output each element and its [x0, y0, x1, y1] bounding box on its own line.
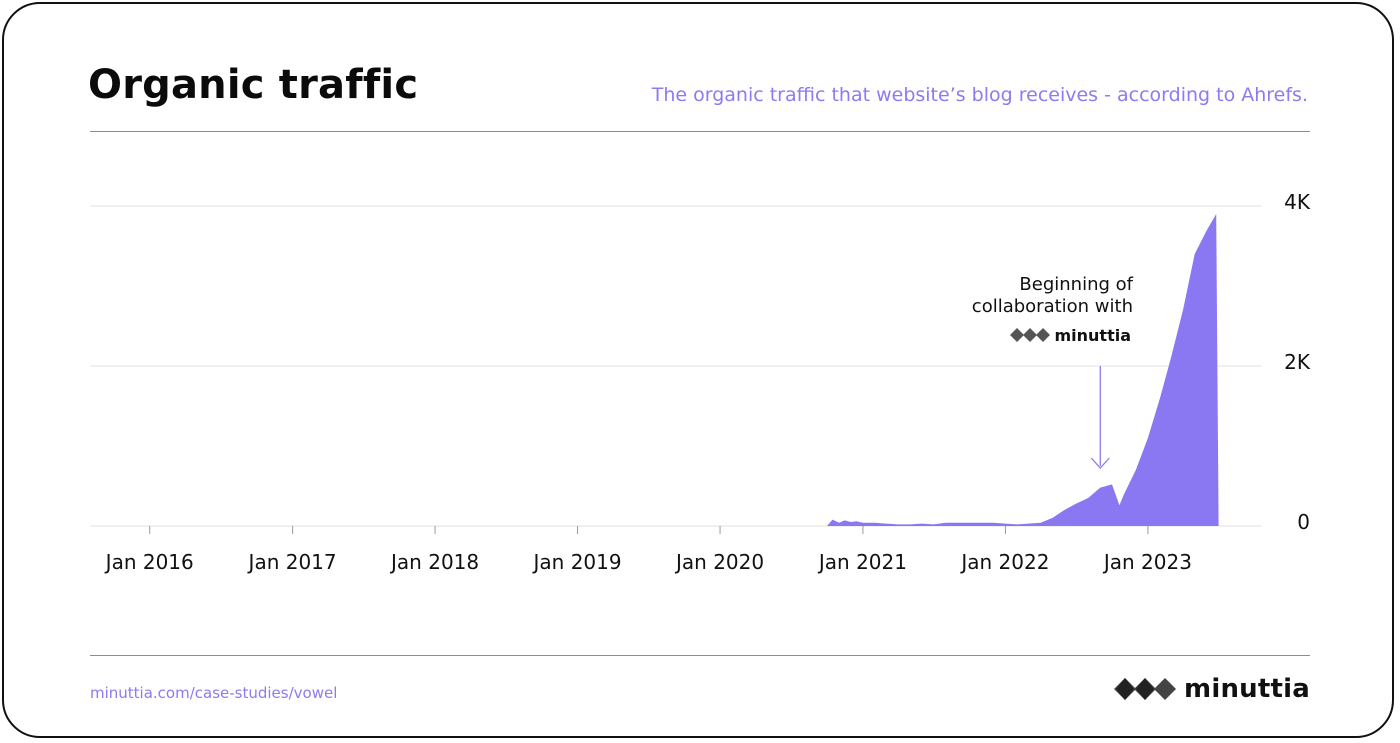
x-axis-ticks: Jan 2016 Jan 2017 Jan 2018 Jan 2019 Jan 2020…	[104, 526, 1192, 574]
footer-divider	[90, 655, 1310, 656]
annotation-line-2: collaboration with	[972, 296, 1133, 317]
series-area-0	[827, 214, 1219, 526]
x-tick-label-3: Jan 2019	[532, 550, 622, 574]
y-tick-label-0: 0	[1297, 510, 1310, 534]
footer-url-link[interactable]: minuttia.com/case-studies/vowel	[90, 684, 337, 702]
x-tick-label-2: Jan 2018	[389, 550, 479, 574]
x-tick-label-0: Jan 2016	[104, 550, 194, 574]
annotation-logo-icon	[1010, 328, 1050, 342]
y-tick-label-2: 4K	[1284, 190, 1311, 214]
x-tick-label-4: Jan 2020	[674, 550, 764, 574]
chart-area-series	[827, 214, 1219, 526]
annotation-line-1: Beginning of	[1019, 274, 1133, 295]
x-tick-label-7: Jan 2023	[1102, 550, 1192, 574]
brand-logo: minuttia	[1114, 674, 1310, 704]
annotation-logo-text: minuttia	[1054, 326, 1131, 345]
x-tick-label-5: Jan 2021	[817, 550, 907, 574]
brand-name: minuttia	[1184, 674, 1310, 704]
chart-gridlines	[90, 206, 1262, 526]
minuttia-logo-icon	[1114, 674, 1178, 704]
y-tick-label-1: 2K	[1284, 350, 1311, 374]
y-axis-ticks: 0 2K 4K	[1284, 190, 1311, 534]
x-tick-label-6: Jan 2022	[959, 550, 1049, 574]
x-tick-label-1: Jan 2017	[247, 550, 337, 574]
